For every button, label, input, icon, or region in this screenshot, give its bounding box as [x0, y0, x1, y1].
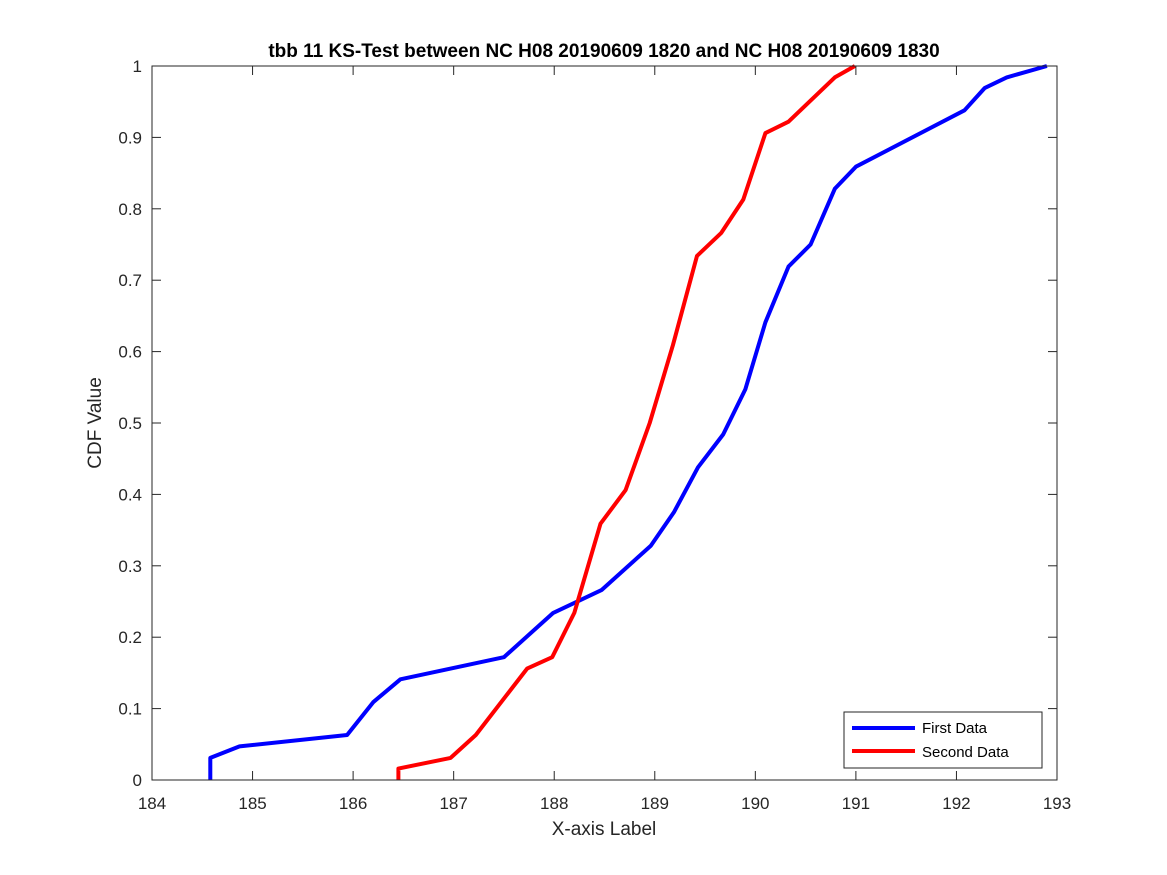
plot-area: [152, 66, 1057, 780]
tick-layer: 184 185 186 187 188 189 190 191 192 193 0 0.1 0.2 0.3…: [118, 57, 1071, 813]
x-tick-label: 190: [741, 794, 769, 813]
x-tick-label: 191: [842, 794, 870, 813]
y-tick-label: 0.5: [118, 414, 142, 433]
legend-label-first-data: First Data: [922, 720, 988, 737]
x-axis-label: X-axis Label: [552, 819, 657, 840]
x-tick-label: 184: [138, 794, 166, 813]
y-tick-label: 1: [133, 57, 142, 76]
y-tick-label: 0.8: [118, 200, 142, 219]
x-tick-label: 188: [540, 794, 568, 813]
legend-box: [843, 711, 1043, 769]
legend-label-second-data: Second Data: [922, 744, 1009, 761]
y-tick-label: 0.7: [118, 271, 142, 290]
y-tick-label: 0.6: [118, 343, 142, 362]
x-tick-label: 185: [238, 794, 266, 813]
series-line-first-data: [208, 64, 1048, 780]
legend: First Data Second Data: [843, 711, 1043, 769]
y-tick-label: 0.1: [118, 700, 142, 719]
x-tick-label: 192: [942, 794, 970, 813]
y-tick-label: 0: [133, 771, 142, 790]
y-tick-label: 0.2: [118, 628, 142, 647]
chart-title: tbb 11 KS-Test between NC H08 20190609 1…: [268, 41, 939, 62]
y-axis-label: CDF Value: [85, 377, 106, 469]
x-tick-label: 187: [439, 794, 467, 813]
y-tick-label: 0.4: [118, 485, 142, 504]
x-tick-label: 193: [1043, 794, 1071, 813]
series-layer: [208, 64, 1048, 780]
x-tick-label: 189: [641, 794, 669, 813]
x-tick-label: 186: [339, 794, 367, 813]
y-tick-label: 0.9: [118, 128, 142, 147]
series-line-second-data: [396, 64, 856, 780]
y-tick-label: 0.3: [118, 557, 142, 576]
